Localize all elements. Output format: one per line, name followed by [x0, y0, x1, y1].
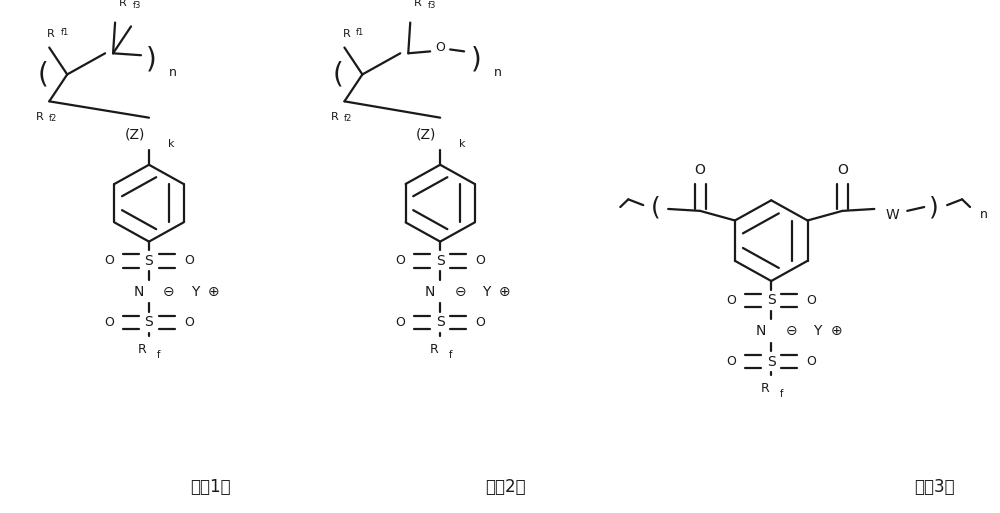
Text: ⊖: ⊖ — [785, 324, 797, 338]
Text: R: R — [414, 0, 422, 8]
Text: O: O — [395, 316, 405, 329]
Text: Y: Y — [482, 285, 490, 299]
Text: n: n — [494, 66, 502, 79]
Text: Y: Y — [191, 285, 199, 299]
Text: f3: f3 — [428, 1, 436, 10]
Text: ⊖: ⊖ — [163, 285, 175, 299]
Text: O: O — [806, 355, 816, 368]
Text: n: n — [980, 208, 988, 221]
Text: S: S — [767, 293, 776, 307]
Text: R: R — [119, 0, 127, 8]
Text: k: k — [459, 139, 465, 149]
Text: 式（2）: 式（2） — [485, 478, 525, 496]
Text: O: O — [726, 355, 736, 368]
Text: (Z): (Z) — [125, 127, 145, 141]
Text: R: R — [343, 29, 350, 39]
Text: (: ( — [651, 195, 661, 219]
Text: 式（1）: 式（1） — [190, 478, 231, 496]
Text: f2: f2 — [344, 114, 353, 123]
Text: N: N — [756, 324, 766, 338]
Text: (Z): (Z) — [416, 127, 436, 141]
Text: f3: f3 — [133, 1, 141, 10]
Text: R: R — [35, 112, 43, 122]
Text: O: O — [435, 41, 445, 54]
Text: R: R — [761, 382, 769, 395]
Text: f2: f2 — [49, 114, 57, 123]
Text: R: R — [331, 112, 338, 122]
Text: O: O — [475, 254, 485, 267]
Text: N: N — [134, 285, 144, 299]
Text: O: O — [184, 254, 194, 267]
Text: ⊕: ⊕ — [208, 285, 220, 299]
Text: R: R — [429, 343, 438, 356]
Text: (: ( — [333, 61, 344, 88]
Text: O: O — [104, 316, 114, 329]
Text: Y: Y — [813, 324, 821, 338]
Text: R: R — [47, 29, 55, 39]
Text: (: ( — [38, 61, 49, 88]
Text: f: f — [157, 350, 161, 360]
Text: ⊖: ⊖ — [454, 285, 466, 299]
Text: 式（3）: 式（3） — [914, 478, 955, 496]
Text: W: W — [885, 208, 899, 222]
Text: O: O — [395, 254, 405, 267]
Text: O: O — [695, 163, 706, 176]
Text: ⊕: ⊕ — [830, 324, 842, 338]
Text: ): ) — [929, 195, 939, 219]
Text: S: S — [436, 315, 445, 329]
Text: S: S — [145, 254, 153, 268]
Text: O: O — [837, 163, 848, 176]
Text: O: O — [806, 294, 816, 307]
Text: O: O — [475, 316, 485, 329]
Text: O: O — [104, 254, 114, 267]
Text: S: S — [436, 254, 445, 268]
Text: O: O — [184, 316, 194, 329]
Text: ): ) — [146, 45, 156, 73]
Text: ⊕: ⊕ — [499, 285, 511, 299]
Text: N: N — [425, 285, 435, 299]
Text: S: S — [767, 354, 776, 369]
Text: n: n — [169, 66, 177, 79]
Text: R: R — [138, 343, 147, 356]
Text: k: k — [168, 139, 174, 149]
Text: ): ) — [471, 45, 481, 73]
Text: O: O — [726, 294, 736, 307]
Text: f: f — [780, 389, 783, 400]
Text: f1: f1 — [61, 28, 69, 36]
Text: S: S — [145, 315, 153, 329]
Text: f1: f1 — [356, 28, 365, 36]
Text: f: f — [448, 350, 452, 360]
